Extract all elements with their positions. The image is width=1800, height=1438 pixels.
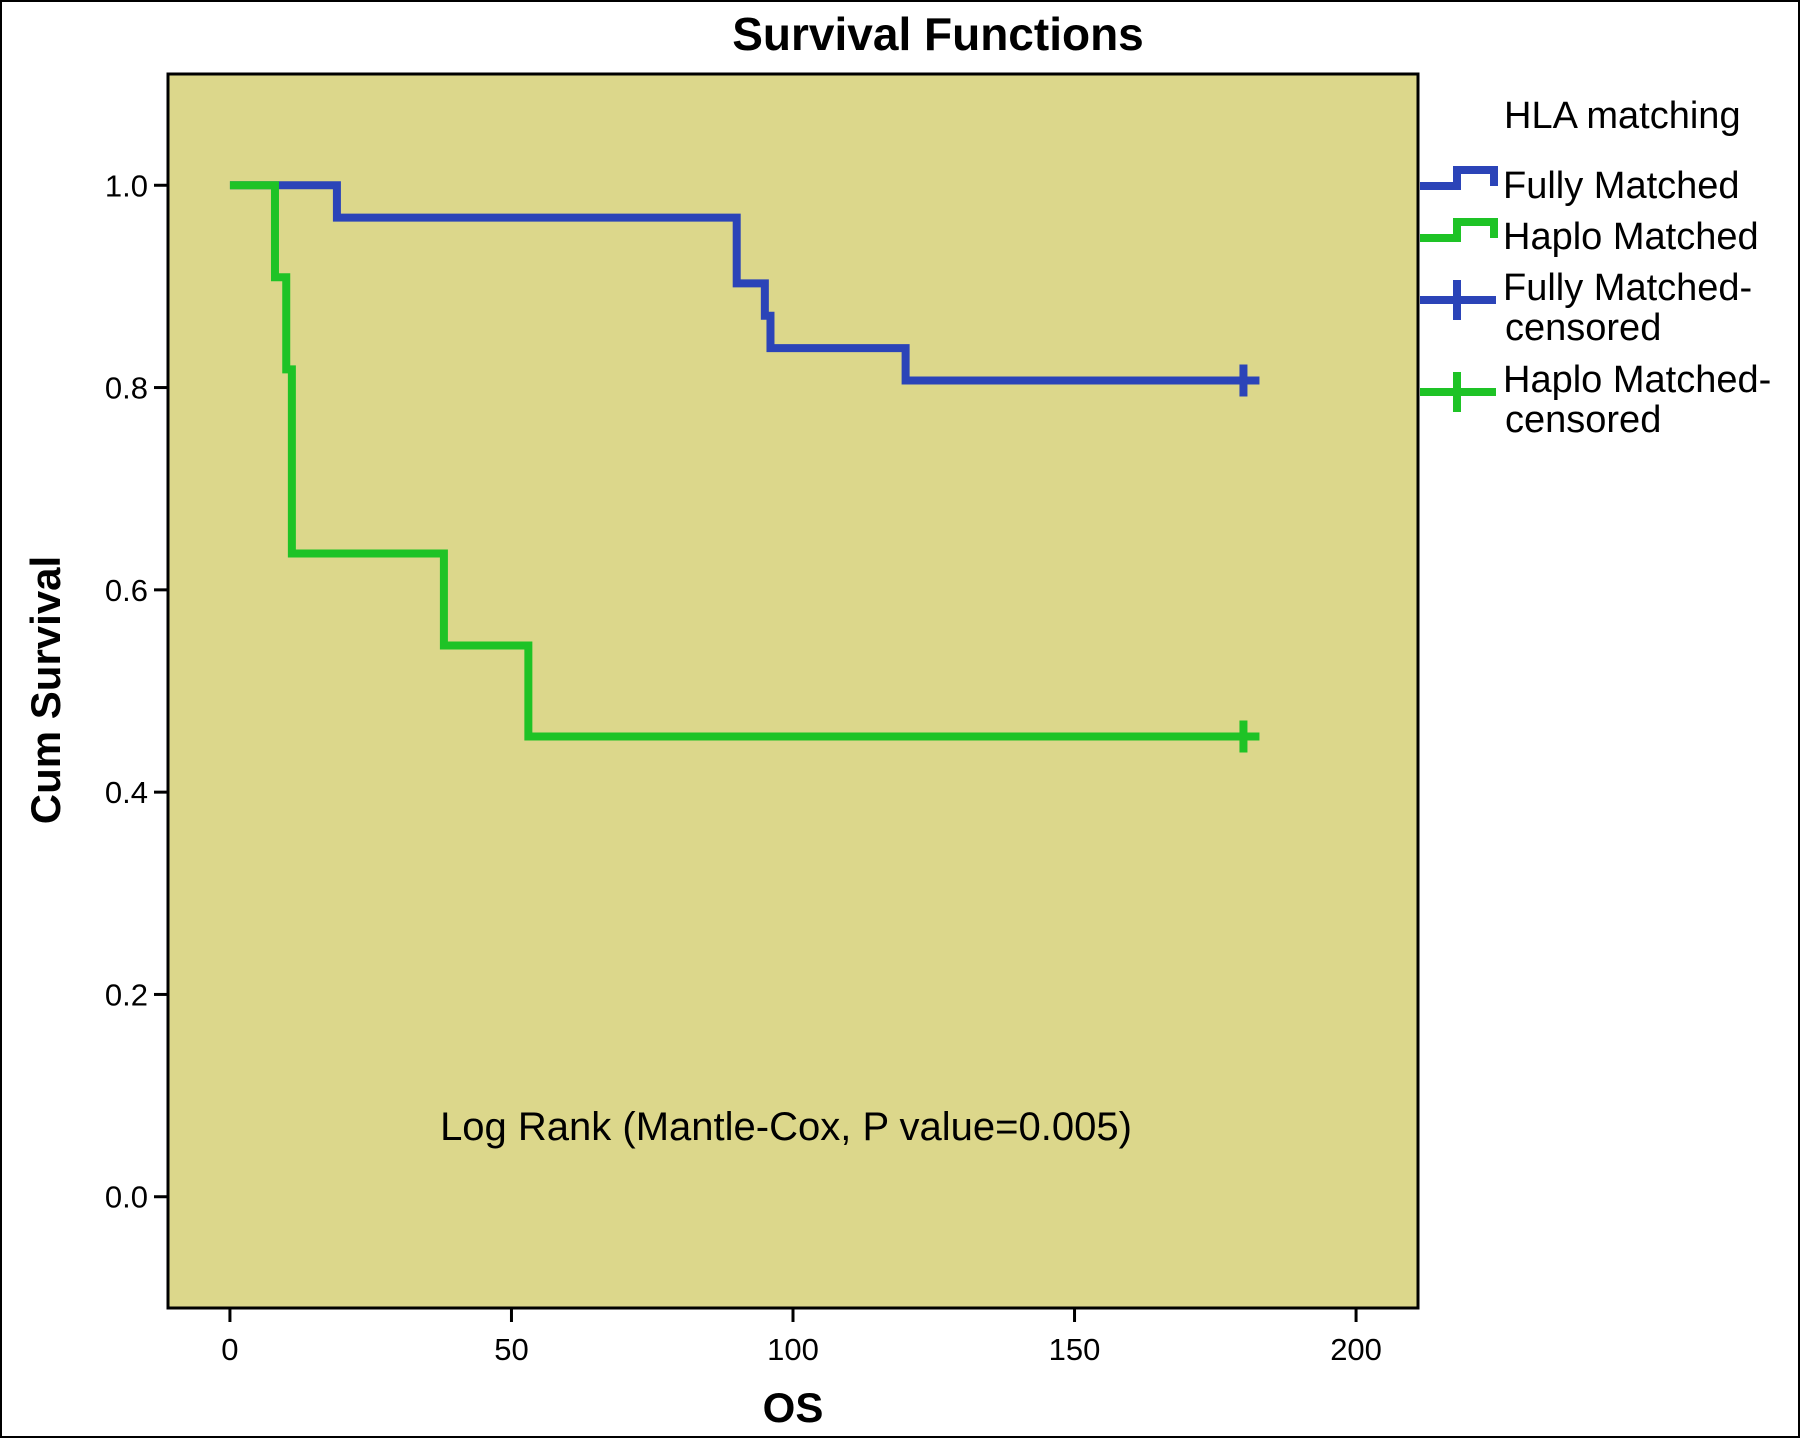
x-tick-label: 50: [494, 1332, 528, 1367]
legend-swatch-fully-matched: [1420, 166, 1498, 190]
y-tick-label: 0.4: [105, 775, 148, 810]
series-line-fully-matched: [229, 181, 1244, 385]
legend: Fully Matched Haplo Matched Fully Matche…: [1420, 165, 1771, 441]
y-tick-label: 0.0: [105, 1180, 148, 1215]
series-line-haplo-matched: [229, 181, 1244, 741]
legend-label-fully-matched: Fully Matched: [1503, 165, 1740, 207]
y-tick-label: 1.0: [105, 168, 148, 203]
series-layer: [229, 181, 1260, 753]
chart-title: Survival Functions: [732, 8, 1144, 60]
x-tick-label: 150: [1049, 1332, 1101, 1367]
legend-label-haplo-matched-censored-line1: Haplo Matched-: [1503, 359, 1771, 401]
x-tick-label: 0: [221, 1332, 238, 1367]
legend-item-haplo-matched: Haplo Matched: [1420, 216, 1759, 258]
x-axis-label: OS: [763, 1384, 824, 1431]
legend-item-fully-matched-censored: Fully Matched- censored: [1420, 267, 1752, 349]
legend-item-fully-matched: Fully Matched: [1420, 165, 1740, 207]
legend-title: HLA matching: [1504, 95, 1741, 137]
legend-label-haplo-matched-censored-line2: censored: [1505, 399, 1661, 441]
y-tick-label: 0.2: [105, 977, 148, 1012]
legend-swatch-haplo-matched: [1420, 218, 1498, 242]
legend-label-fully-matched-censored-line1: Fully Matched-: [1503, 267, 1752, 309]
plot-area: [166, 72, 1420, 1310]
y-axis: 0.0 0.2 0.4 0.6 0.8 1.0: [105, 168, 168, 1215]
x-tick-label: 200: [1330, 1332, 1382, 1367]
x-axis: 0 50 100 150 200: [221, 1308, 1382, 1367]
y-axis-label: Cum Survival: [22, 556, 69, 824]
log-rank-annotation: Log Rank (Mantle-Cox, P value=0.005): [440, 1105, 1132, 1149]
y-tick-label: 0.8: [105, 371, 148, 406]
legend-label-fully-matched-censored-line2: censored: [1505, 307, 1661, 349]
y-tick-label: 0.6: [105, 573, 148, 608]
x-tick-label: 100: [767, 1332, 819, 1367]
legend-item-haplo-matched-censored: Haplo Matched- censored: [1420, 359, 1771, 441]
legend-label-haplo-matched: Haplo Matched: [1503, 216, 1759, 258]
